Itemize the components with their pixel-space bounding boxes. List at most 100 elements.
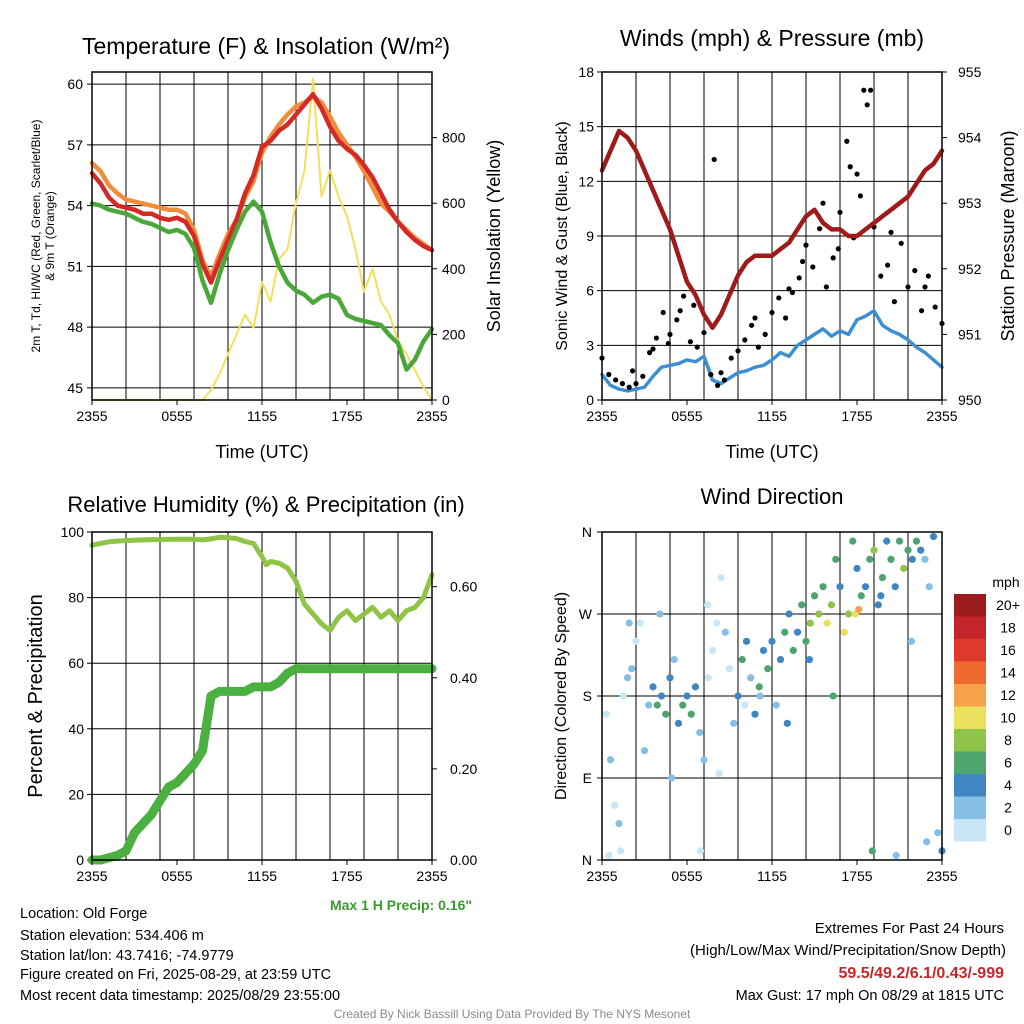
- direction-point: [756, 692, 764, 700]
- direction-point: [895, 537, 904, 545]
- direction-point: [855, 605, 863, 614]
- direction-point: [844, 610, 853, 618]
- direction-point: [772, 701, 780, 709]
- y-tick-label: 0: [586, 392, 594, 408]
- direction-point: [783, 719, 791, 727]
- y-tick-label: 12: [578, 173, 594, 189]
- gust-point: [796, 275, 802, 281]
- gust-point: [650, 346, 656, 352]
- direction-point: [810, 592, 819, 600]
- y-tick-label: 51: [67, 258, 83, 274]
- gust-point: [783, 315, 789, 321]
- x-tick-label: 1155: [247, 868, 277, 884]
- direction-point: [759, 646, 768, 655]
- colorbar-label: 6: [1004, 755, 1012, 771]
- colorbar-label: 8: [1004, 732, 1012, 748]
- direction-point: [704, 674, 712, 682]
- y2-tick-label: 200: [442, 326, 466, 342]
- x-tick-label: 2355: [416, 868, 447, 884]
- direction-point: [623, 674, 632, 682]
- gust-point: [674, 317, 680, 323]
- colorbar-swatch: [954, 751, 986, 774]
- gust-point: [667, 331, 673, 337]
- direction-point: [611, 801, 619, 809]
- y2-tick-label: 954: [958, 130, 982, 146]
- y-tick-label: 54: [67, 198, 83, 214]
- gust-point: [755, 344, 762, 350]
- direction-point: [883, 537, 891, 545]
- gust-point: [800, 258, 806, 265]
- precipitation-line: [87, 664, 437, 865]
- gust-point: [647, 350, 653, 356]
- gust-point: [912, 268, 918, 274]
- direction-point: [697, 847, 705, 855]
- direction-point: [649, 683, 657, 691]
- direction-point: [878, 573, 887, 582]
- direction-point: [662, 710, 670, 718]
- chart-title: Temperature (F) & Insolation (W/m²): [82, 33, 450, 59]
- gust-point: [728, 355, 734, 361]
- x-tick-label: 2355: [76, 868, 107, 884]
- direction-point: [640, 747, 649, 755]
- x-tick-label: 1155: [247, 408, 277, 424]
- gust-point: [810, 264, 816, 270]
- direction-point: [785, 610, 793, 618]
- y-tick-label: 6: [586, 283, 594, 299]
- direction-point: [929, 532, 938, 541]
- x-tick-label: 2355: [926, 868, 957, 884]
- y-axis-label-line2: & 9m T (Orange): [43, 191, 57, 281]
- direction-point: [717, 573, 725, 582]
- gust-point: [789, 289, 796, 296]
- y2-tick-label: 953: [958, 195, 982, 211]
- direction-point: [908, 555, 916, 563]
- y2-tick-label: 800: [442, 130, 466, 146]
- gust-point: [891, 299, 898, 305]
- direction-point: [668, 774, 676, 782]
- direction-point: [802, 637, 810, 645]
- direction-point: [819, 583, 827, 591]
- chart-title: Winds (mph) & Pressure (mb): [620, 25, 924, 51]
- y-tick-label: 9: [586, 228, 594, 244]
- direction-point: [741, 701, 749, 709]
- gust-point: [633, 381, 639, 387]
- gust-point: [687, 339, 694, 345]
- x-axis-label: Time (UTC): [725, 442, 818, 462]
- y-tick-label: 40: [68, 721, 84, 737]
- gust-point: [708, 371, 714, 378]
- y2-tick-label: 952: [958, 261, 982, 277]
- y-tick-label: 45: [67, 380, 83, 396]
- gust-point: [742, 337, 748, 343]
- direction-point: [713, 619, 721, 627]
- y2-tick-label: 950: [958, 392, 982, 408]
- direction-point: [755, 683, 763, 691]
- colorbar-label: 10: [1000, 710, 1016, 726]
- gust-point: [701, 329, 707, 336]
- direction-point: [827, 601, 836, 609]
- x-tick-label: 0555: [671, 408, 702, 424]
- direction-point: [734, 692, 742, 700]
- direction-point: [606, 756, 615, 764]
- gust-point: [762, 331, 768, 337]
- gust-point: [925, 273, 932, 279]
- colorbar-swatch: [954, 796, 986, 819]
- temp-2m-line: [89, 92, 435, 285]
- x-tick-label: 2355: [586, 408, 617, 424]
- colorbar-label: 14: [1000, 665, 1016, 681]
- colorbar-label: 4: [1004, 777, 1012, 793]
- colorbar-label: 12: [1000, 687, 1016, 703]
- gust-point: [606, 371, 612, 378]
- direction-point: [789, 646, 797, 655]
- y-tick-label: 20: [68, 786, 84, 802]
- chart-title: Wind Direction: [700, 484, 843, 509]
- direction-point: [832, 555, 840, 563]
- direction-point: [632, 637, 640, 645]
- direction-point: [917, 546, 925, 554]
- direction-point: [715, 769, 723, 778]
- gust-point: [898, 240, 904, 246]
- direction-point: [921, 555, 929, 563]
- gust-point: [640, 373, 646, 379]
- direction-point: [900, 564, 908, 573]
- direction-point: [887, 555, 895, 563]
